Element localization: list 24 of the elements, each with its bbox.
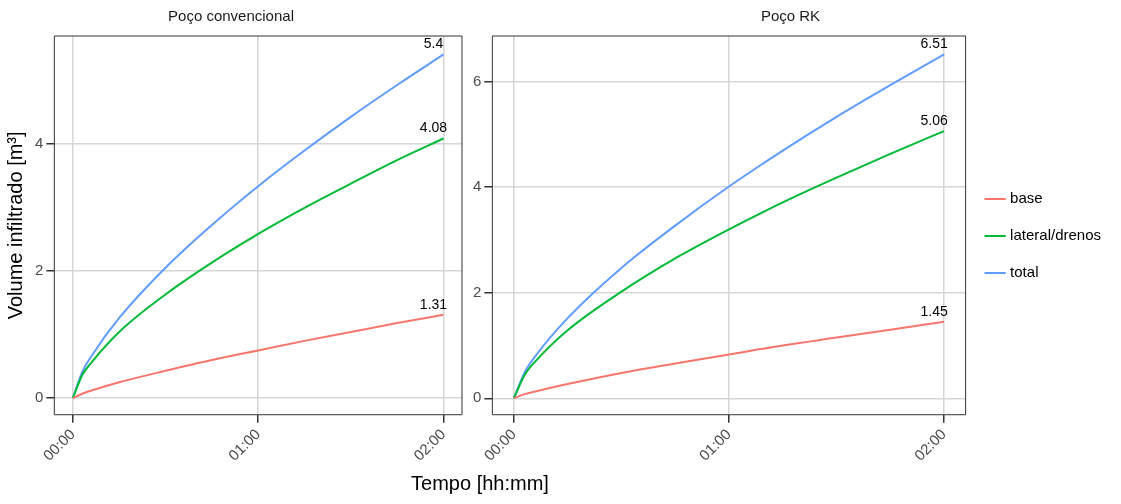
- y-tick-label: 0: [473, 388, 482, 406]
- legend-label: total: [1010, 263, 1039, 281]
- x-axis-title: Tempo [hh:mm]: [410, 472, 550, 495]
- chart-title: Poço RK: [760, 7, 821, 25]
- y-tick-label: 2: [473, 282, 482, 300]
- data-label: 1.31: [419, 295, 448, 312]
- chart-title: Poço convencional: [168, 7, 294, 25]
- data-label: 5.4: [423, 35, 444, 52]
- line-series: [512, 320, 946, 400]
- y-axis-title: Volume infiltrado [m³]: [3, 131, 26, 320]
- line-series: [512, 130, 946, 400]
- data-label: 4.08: [419, 119, 448, 136]
- y-tick-label: 2: [35, 261, 44, 279]
- legend-label: lateral/drenos: [1010, 226, 1101, 244]
- line-series: [71, 137, 445, 400]
- data-label: 1.45: [920, 302, 948, 319]
- line-series: [71, 313, 445, 400]
- y-tick-label: 0: [35, 388, 44, 406]
- data-label: 6.51: [920, 35, 948, 52]
- y-tick-label: 4: [473, 177, 482, 195]
- y-tick-label: 4: [35, 133, 44, 151]
- y-tick-label: 6: [473, 71, 482, 89]
- legend-label: base: [1010, 189, 1043, 207]
- data-label: 5.06: [920, 111, 948, 128]
